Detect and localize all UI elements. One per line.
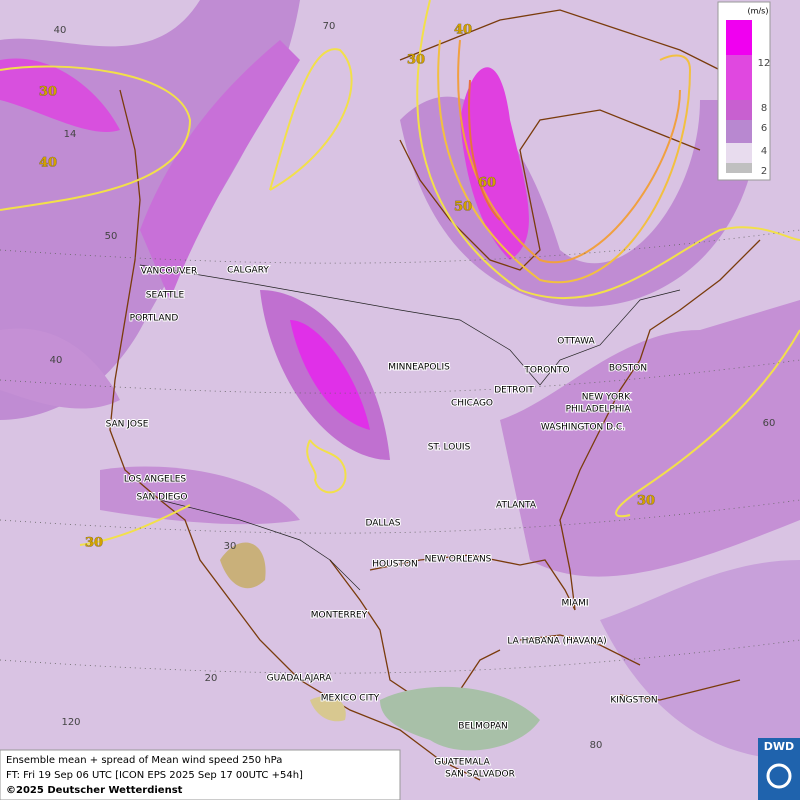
grid-label: 50 (105, 231, 118, 242)
city-label: HOUSTON (372, 560, 417, 570)
city-label: PHILADELPHIA (566, 405, 632, 415)
wind-field (0, 0, 800, 760)
city-label: PORTLAND (130, 314, 179, 324)
city-label: MEXICO CITY (321, 694, 380, 704)
contour-label: 30 (39, 85, 57, 100)
legend-label: 2 (761, 166, 767, 177)
borders (139, 264, 681, 591)
contour-label: 50 (454, 200, 472, 215)
legend-label: 4 (761, 146, 767, 157)
grid-label: 70 (323, 21, 336, 32)
city-label: SAN DIEGO (137, 493, 188, 503)
legend-unit: (m/s) (748, 7, 769, 16)
grid-label: 60 (763, 418, 776, 429)
contour-label: 30 (637, 494, 655, 509)
city-label: MONTERREY (311, 611, 368, 621)
city-label: WASHINGTON D.C. (541, 423, 625, 433)
logo-swirl (766, 763, 792, 789)
grid-label: 80 (590, 740, 603, 751)
caption-box (0, 749, 401, 801)
city-label: GUATEMALA (434, 758, 490, 768)
city-label: KINGSTON (610, 696, 657, 706)
graticule (0, 229, 800, 674)
city-label: OTTAWA (557, 337, 595, 347)
city-label: TORONTO (523, 366, 569, 376)
city-label: DETROIT (494, 386, 534, 396)
grid-label: 20 (205, 673, 218, 684)
contour-label: 30 (407, 53, 425, 68)
grid-label: 14 (64, 129, 77, 140)
city-label: MINNEAPOLIS (388, 363, 450, 373)
city-label: CHICAGO (451, 399, 493, 409)
city-label: BELMOPAN (458, 722, 507, 732)
contour-label: 60 (478, 176, 496, 191)
city-label: MIAMI (562, 599, 589, 609)
city-label: ATLANTA (496, 501, 537, 511)
contour-label: 40 (454, 23, 472, 38)
city-label: LA HABANA (HAVANA) (507, 637, 606, 647)
city-label: SAN JOSE (106, 420, 149, 430)
coastline (109, 9, 761, 781)
city-label: BOSTON (609, 364, 647, 374)
contours (0, 0, 800, 546)
legend-label: 12 (758, 58, 771, 69)
legend: (m/s) 12 8 6 4 2 (717, 1, 771, 181)
caption-line: Ensemble mean + spread of Mean wind spee… (6, 755, 282, 766)
grid-label: 40 (50, 355, 63, 366)
city-label: GUADALAJARA (267, 674, 333, 684)
city-label: NEW YORK (582, 393, 632, 403)
logo (758, 738, 800, 800)
city-label: DALLAS (365, 519, 400, 529)
grid-label: 40 (54, 25, 67, 36)
grid-label: 120 (61, 717, 80, 728)
caption-line: ©2025 Deutscher Wetterdienst (6, 785, 183, 796)
legend-label: 8 (761, 103, 767, 114)
city-label: CALGARY (227, 266, 269, 276)
city-label: LOS ANGELES (124, 475, 187, 485)
city-label: SAN SALVADOR (445, 770, 515, 780)
terrain (220, 542, 540, 751)
legend-label: 6 (761, 123, 767, 134)
logo-text: DWD (764, 740, 794, 753)
grid-label: 30 (224, 541, 237, 552)
contour-label: 40 (39, 156, 57, 171)
city-label: ST. LOUIS (428, 443, 471, 453)
caption-line: FT: Fri 19 Sep 06 UTC [ICON EPS 2025 Sep… (6, 770, 303, 781)
city-label: VANCOUVER (141, 267, 198, 277)
city-label: SEATTLE (146, 291, 185, 301)
contour-label: 30 (85, 536, 103, 551)
city-label: NEW ORLEANS (425, 555, 492, 565)
